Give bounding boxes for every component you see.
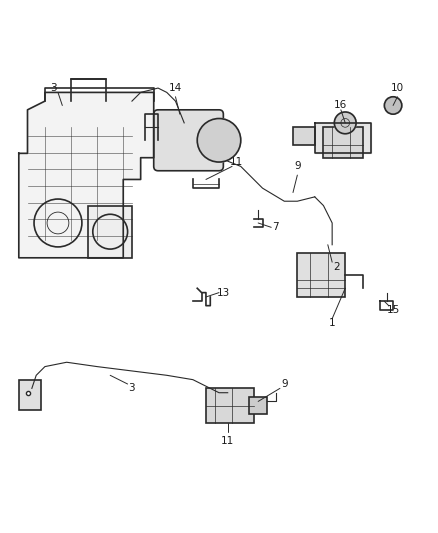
- Text: 7: 7: [272, 222, 279, 232]
- Text: 3: 3: [129, 383, 135, 393]
- Circle shape: [197, 118, 241, 162]
- Circle shape: [385, 97, 402, 114]
- Text: 14: 14: [169, 83, 182, 93]
- FancyBboxPatch shape: [250, 397, 267, 415]
- Text: 10: 10: [391, 83, 404, 93]
- Text: 15: 15: [386, 305, 400, 315]
- FancyBboxPatch shape: [206, 389, 254, 423]
- Polygon shape: [19, 92, 154, 258]
- Text: 11: 11: [221, 435, 234, 446]
- Polygon shape: [315, 123, 371, 154]
- Text: 3: 3: [50, 83, 57, 93]
- Text: 2: 2: [333, 262, 340, 271]
- Text: 1: 1: [329, 318, 336, 328]
- Text: 13: 13: [217, 288, 230, 297]
- FancyBboxPatch shape: [154, 110, 223, 171]
- FancyBboxPatch shape: [297, 254, 345, 297]
- Text: 11: 11: [230, 157, 243, 167]
- Text: 9: 9: [281, 379, 288, 389]
- Circle shape: [334, 112, 356, 134]
- Text: 9: 9: [294, 161, 300, 172]
- FancyBboxPatch shape: [19, 379, 41, 410]
- FancyBboxPatch shape: [323, 127, 363, 158]
- Text: 16: 16: [334, 100, 347, 110]
- FancyBboxPatch shape: [88, 206, 132, 258]
- FancyBboxPatch shape: [293, 127, 315, 144]
